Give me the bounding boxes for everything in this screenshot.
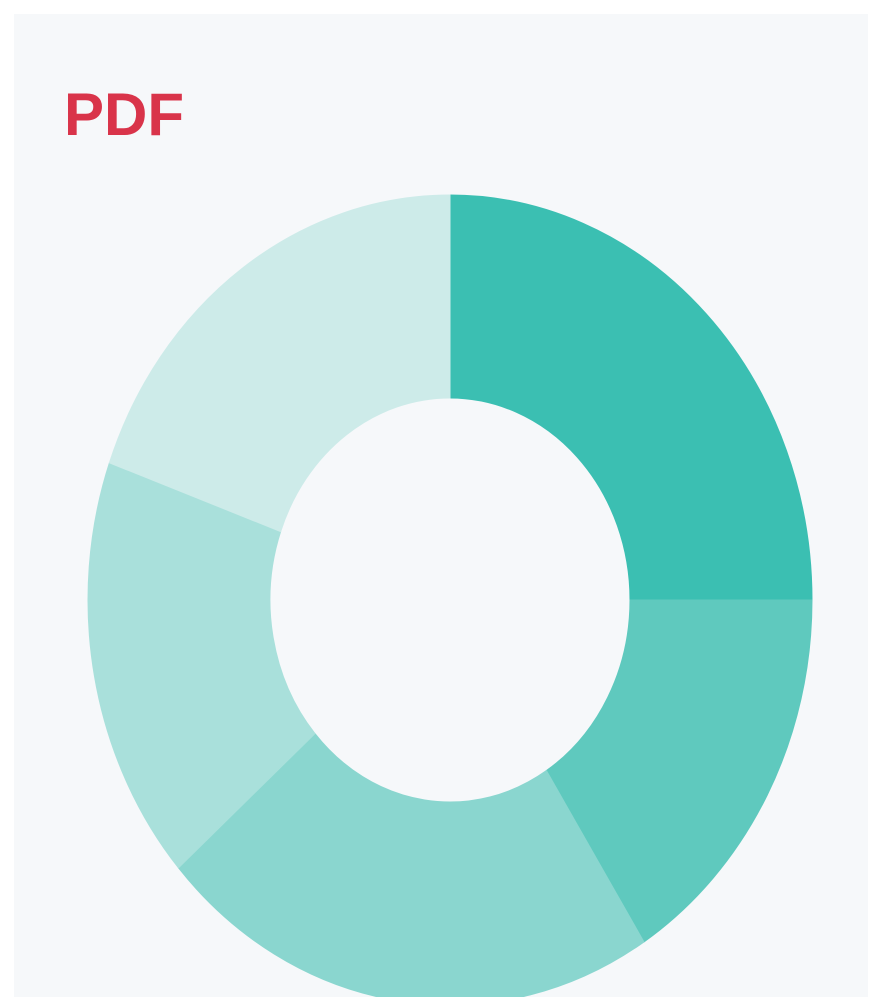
donut-slice bbox=[449, 194, 813, 601]
donut-slice bbox=[87, 462, 316, 869]
donut-slice bbox=[545, 599, 813, 943]
donut-slice bbox=[108, 194, 451, 533]
donut-slice bbox=[177, 732, 645, 997]
chart-title: PDF bbox=[64, 81, 184, 148]
